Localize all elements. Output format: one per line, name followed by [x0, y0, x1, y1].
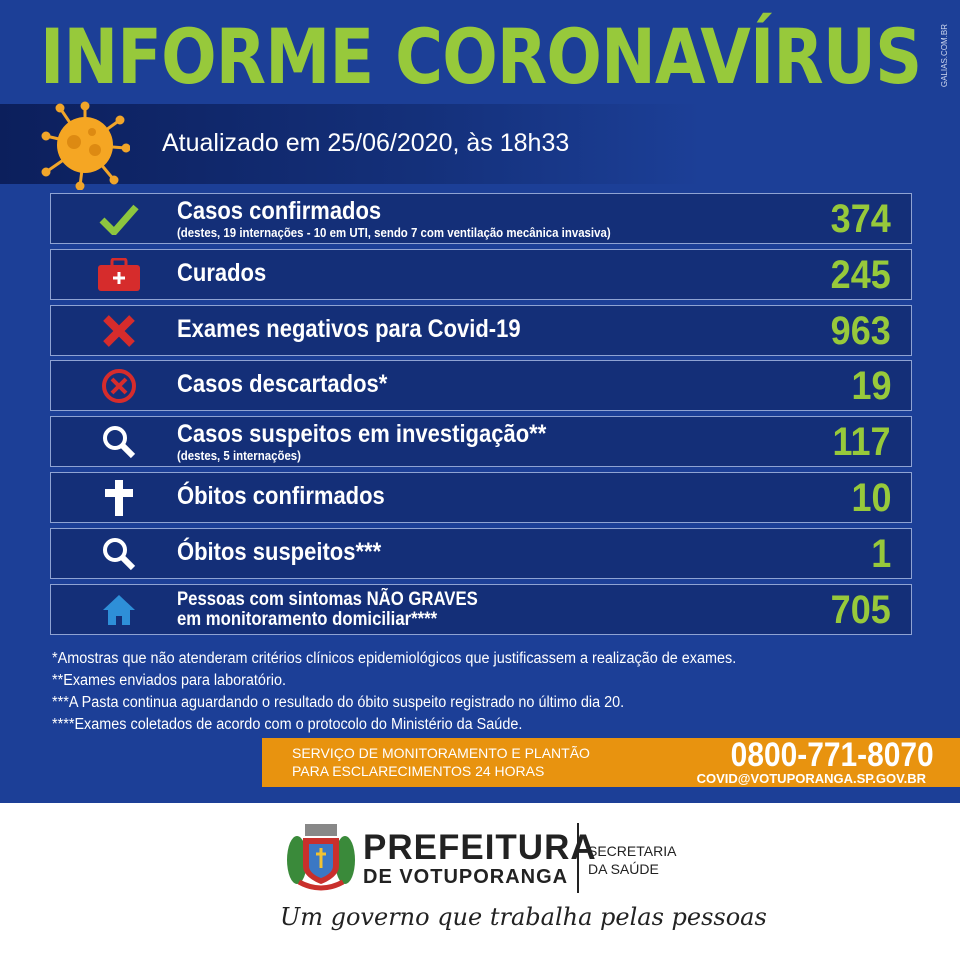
phone-number[interactable]: 0800-771-8070 [731, 736, 934, 774]
row-label: Casos suspeitos em investigação** [177, 420, 547, 448]
magnifier-icon [96, 425, 142, 459]
credit: GALIAS.COM.BR [940, 24, 949, 88]
contact-bar: SERVIÇO DE MONITORAMENTO E PLANTÃO PARA E… [262, 738, 960, 787]
updated-timestamp: Atualizado em 25/06/2020, às 18h33 [162, 129, 570, 157]
footnote: *Amostras que não atenderam critérios cl… [52, 650, 737, 667]
row-recovered: Curados 245 [50, 249, 912, 300]
row-value: 374 [830, 197, 891, 241]
coat-of-arms-logo [287, 824, 355, 891]
row-suspected: Casos suspeitos em investigação** (destes… [50, 416, 912, 467]
row-sub: (destes, 5 internações) [177, 448, 301, 463]
email-link[interactable]: COVID@VOTUPORANGA.SP.GOV.BR [696, 771, 926, 786]
footnote: ****Exames coletados de acordo com o pro… [52, 716, 523, 733]
dept-line-1: SECRETARIA [588, 843, 677, 859]
footnote: ***A Pasta continua aguardando o resulta… [52, 694, 625, 711]
row-sub: (destes, 19 internações - 10 em UTI, sen… [177, 225, 611, 240]
info-panel: INFORME CORONAVÍRUS GALIAS.COM.BR Atuali… [0, 0, 960, 803]
org-name: PREFEITURA [363, 828, 597, 867]
check-icon [96, 202, 142, 236]
dept-line-2: DA SAÚDE [588, 861, 659, 877]
row-label: Casos confirmados [177, 197, 382, 225]
footnote: **Exames enviados para laboratório. [52, 672, 286, 689]
x-icon [96, 314, 142, 348]
footnotes: *Amostras que não atenderam critérios cl… [52, 648, 736, 736]
cross-icon [96, 480, 142, 516]
row-label: Casos descartados* [177, 370, 388, 398]
service-line-1: SERVIÇO DE MONITORAMENTO E PLANTÃO [292, 745, 590, 761]
row-value: 10 [850, 476, 891, 520]
row-label: Pessoas com sintomas NÃO GRAVES [177, 589, 478, 610]
row-label: Óbitos suspeitos*** [177, 538, 382, 566]
slogan: Um governo que trabalha pelas pessoas [280, 903, 767, 931]
row-discarded: Casos descartados* 19 [50, 360, 912, 411]
row-value: 245 [830, 253, 891, 297]
page-title: INFORME CORONAVÍRUS [40, 12, 922, 101]
row-value: 1 [870, 532, 891, 576]
first-aid-kit-icon [96, 258, 142, 292]
row-deaths: Óbitos confirmados 10 [50, 472, 912, 523]
row-label-2: em monitoramento domiciliar**** [177, 609, 438, 630]
service-line-2: PARA ESCLARECIMENTOS 24 HORAS [292, 763, 545, 779]
house-icon [96, 593, 142, 627]
row-value: 705 [830, 588, 891, 632]
divider [577, 823, 579, 893]
row-label: Curados [177, 259, 267, 287]
circle-x-icon [96, 369, 142, 403]
row-confirmed: Casos confirmados (destes, 19 internações… [50, 193, 912, 244]
row-label: Óbitos confirmados [177, 482, 385, 510]
row-negative: Exames negativos para Covid-19 963 [50, 305, 912, 356]
row-label: Exames negativos para Covid-19 [177, 315, 521, 343]
row-home-monitoring: Pessoas com sintomas NÃO GRAVES em monito… [50, 584, 912, 635]
row-suspected-deaths: Óbitos suspeitos*** 1 [50, 528, 912, 579]
row-value: 963 [830, 309, 891, 353]
row-value: 117 [832, 420, 891, 464]
row-value: 19 [850, 364, 891, 408]
magnifier-icon [96, 537, 142, 571]
virus-icon [41, 101, 130, 190]
org-city: DE VOTUPORANGA [363, 866, 569, 888]
